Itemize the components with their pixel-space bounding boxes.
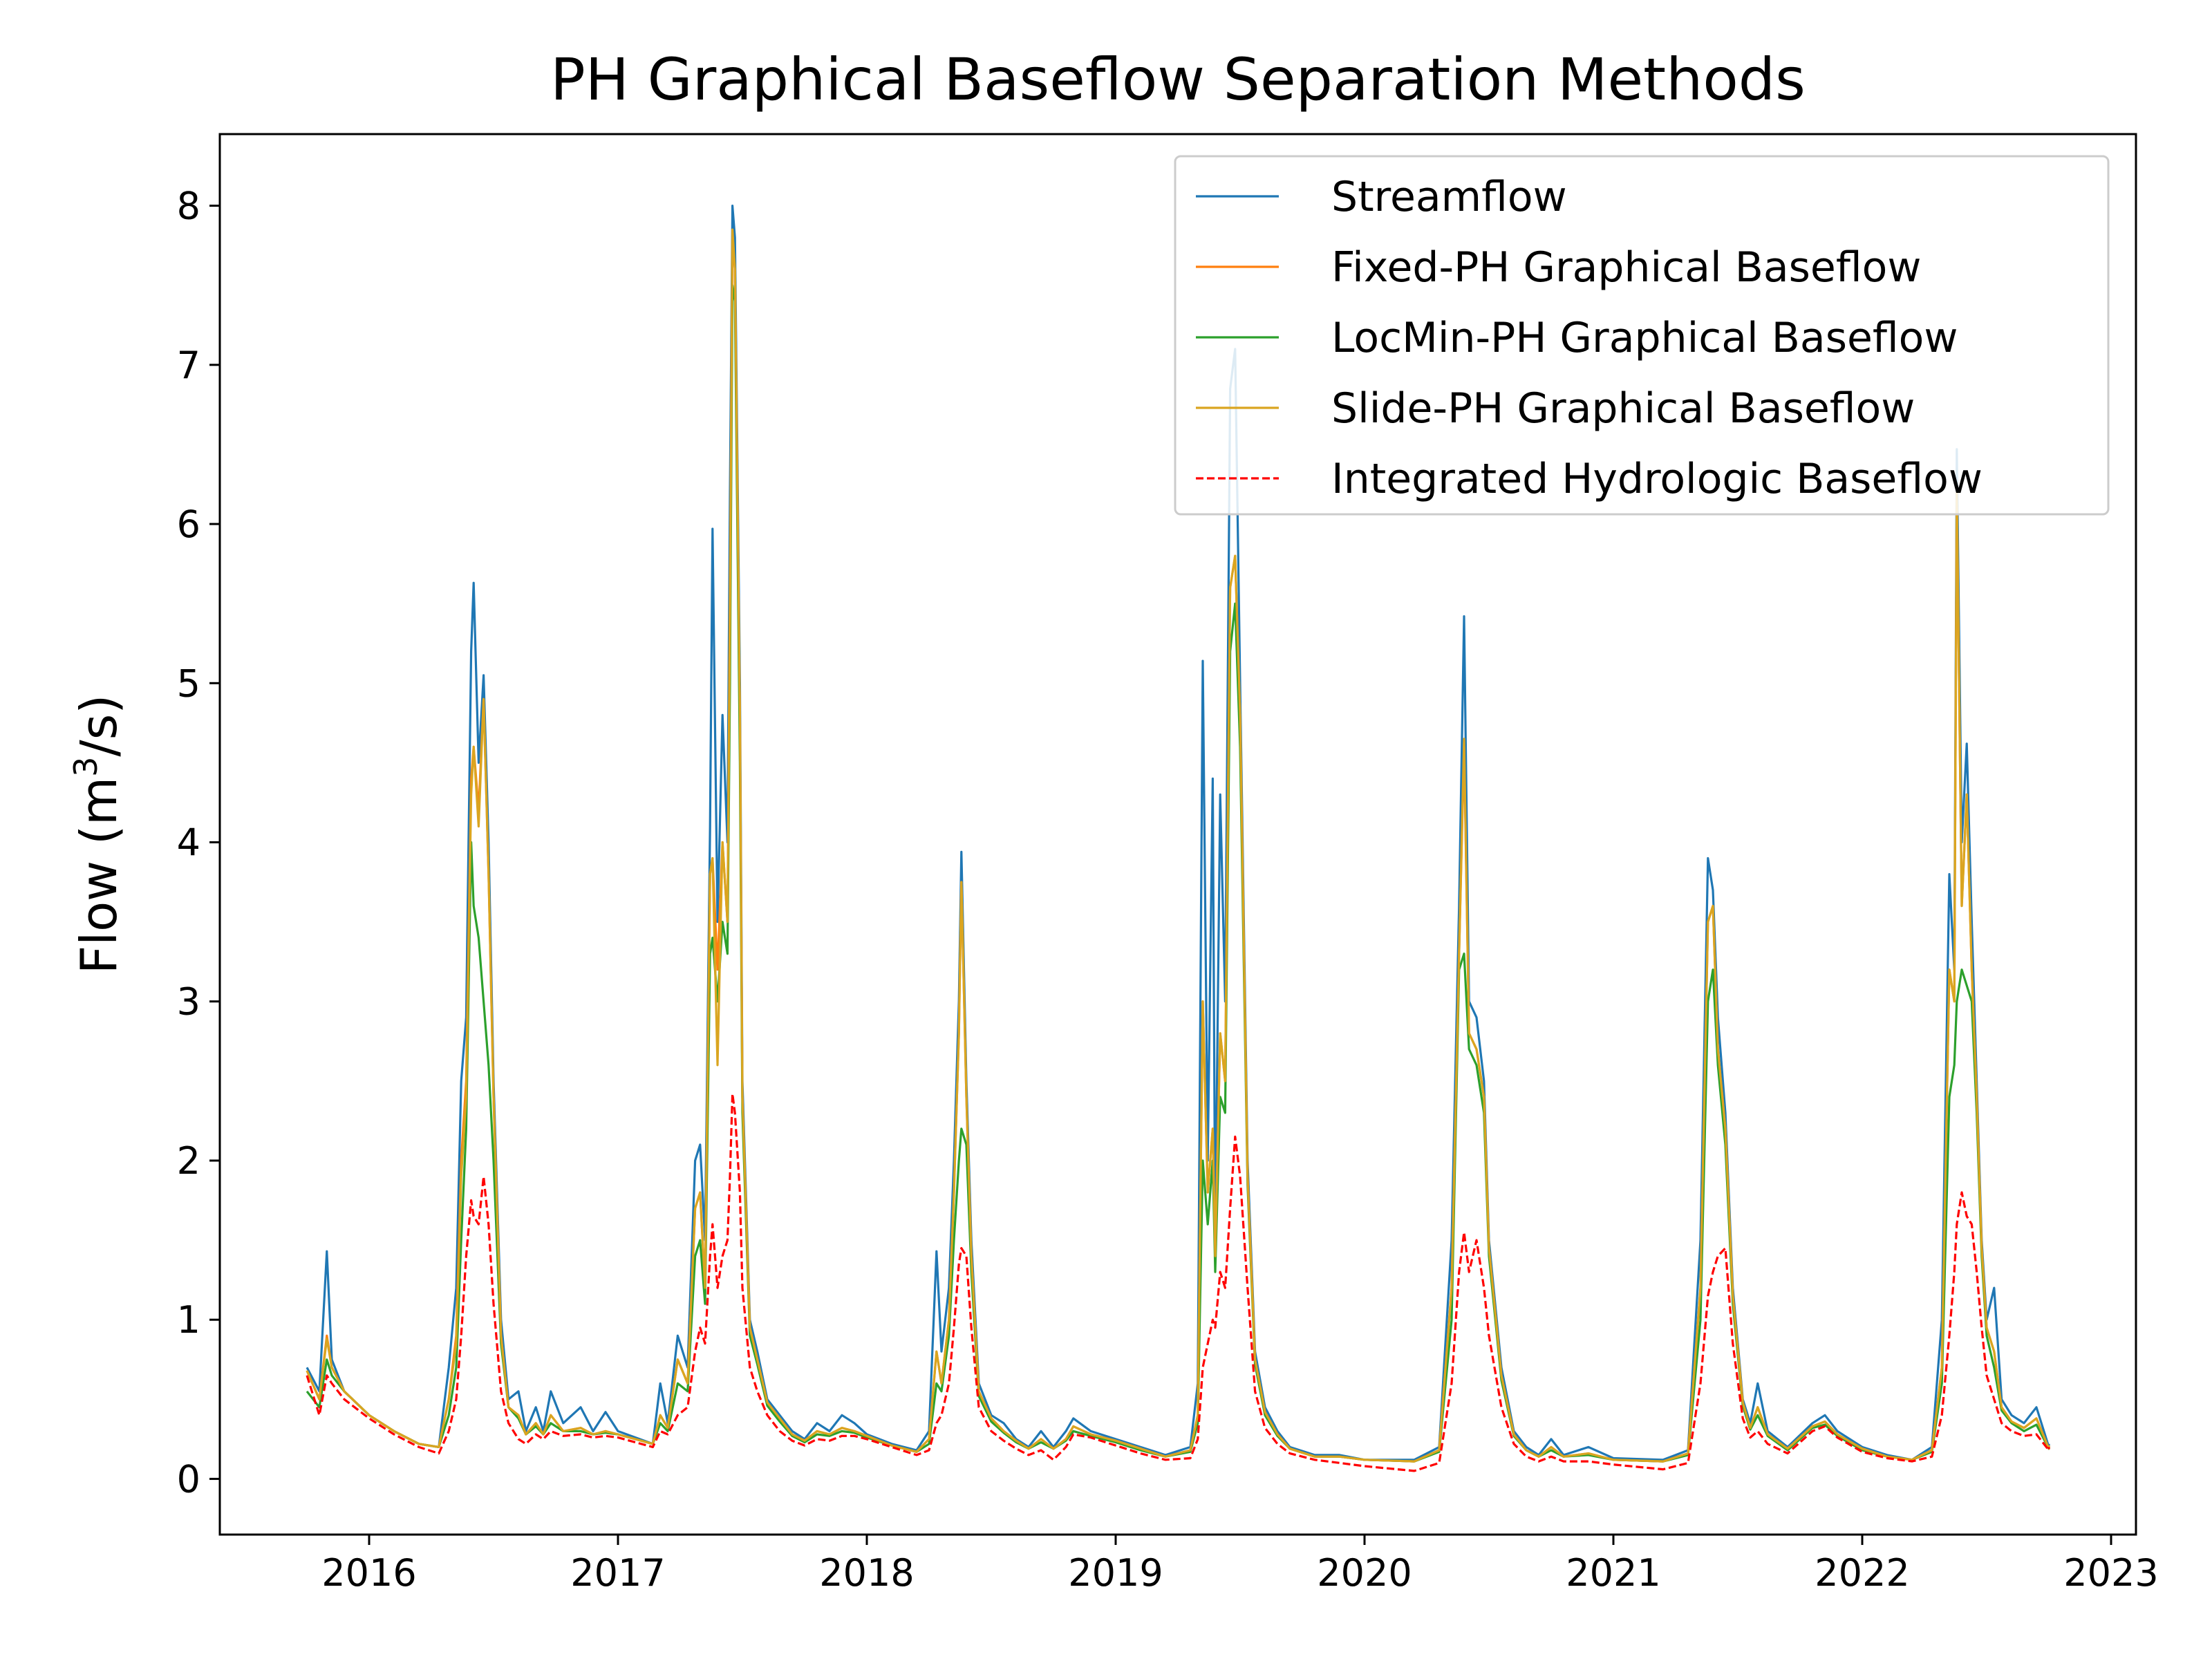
series-line-0 [306,205,2050,1461]
y-tick-label: 4 [177,821,200,865]
plot-frame [218,133,2137,1536]
y-tick-label: 0 [177,1457,200,1501]
y-axis-label-superscript: 3 [67,757,104,777]
x-tick-label: 2022 [1815,1551,1909,1595]
legend-label: Slide-PH Graphical Baseflow [1331,384,1915,433]
x-tick-label: 2018 [819,1551,914,1595]
y-tick-label: 8 [177,185,200,228]
y-tick-label: 7 [177,344,200,387]
x-tick-label: 2023 [2063,1551,2158,1595]
y-tick-label: 3 [177,980,200,1024]
chart-title: PH Graphical Baseflow Separation Methods [550,46,1806,113]
legend-label: Fixed-PH Graphical Baseflow [1331,243,1921,292]
y-tick-label: 6 [177,503,200,546]
y-tick-label: 1 [177,1298,200,1342]
y-axis-label-suffix: /s) [70,695,128,757]
x-tick-label: 2020 [1317,1551,1412,1595]
y-axis-label: Flow (m3/s) [67,695,128,975]
legend-box [1174,155,2110,516]
legend-label: Streamflow [1331,173,1567,221]
legend-label: Integrated Hydrologic Baseflow [1331,455,1983,503]
series-line-4 [306,1092,2050,1472]
y-axis: 0 1 2 3 4 5 6 7 8 [177,185,220,1501]
x-tick-label: 2016 [321,1551,416,1595]
x-tick-label: 2019 [1068,1551,1163,1595]
legend-label: LocMin-PH Graphical Baseflow [1331,314,1958,362]
series-layer [306,205,2050,1472]
x-tick-label: 2017 [570,1551,665,1595]
y-tick-label: 2 [177,1139,200,1183]
x-axis: 2016 2017 2018 2019 2020 2021 2022 2023 [321,1535,2159,1595]
series-line-3 [306,228,2050,1463]
x-tick-label: 2021 [1566,1551,1660,1595]
y-axis-label-prefix: Flow (m [70,777,128,974]
legend: Streamflow Fixed-PH Graphical Baseflow Loc… [1174,155,2110,516]
y-tick-label: 5 [177,662,200,705]
